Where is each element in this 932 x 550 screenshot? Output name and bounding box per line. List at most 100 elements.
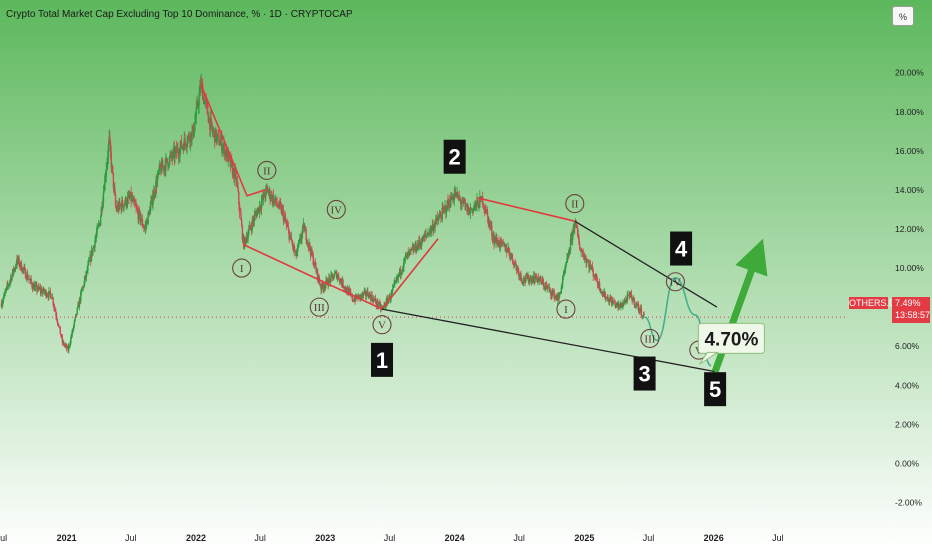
candle-body [102, 191, 105, 203]
candle-body [578, 237, 580, 245]
candle-body [104, 176, 106, 191]
candle-body [437, 220, 439, 221]
candle-body [172, 150, 174, 158]
x-tick-label: 2022 [186, 533, 206, 543]
candle-body [245, 237, 248, 242]
candle-body [257, 207, 260, 213]
candle-body [7, 284, 9, 286]
candle-body [185, 146, 188, 147]
candle-body [509, 256, 511, 258]
candle-body [522, 282, 524, 284]
candle-body [107, 144, 110, 157]
candle-body [3, 293, 5, 298]
candle-body [379, 303, 382, 309]
candle-body [159, 164, 161, 168]
candle-body [2, 297, 5, 301]
candle-body [554, 296, 557, 297]
candle-body [433, 226, 435, 232]
candle-body [631, 298, 633, 302]
candle-body [401, 271, 403, 273]
candle-body [19, 262, 22, 266]
candle-body [27, 279, 30, 281]
candle-body [119, 201, 121, 206]
candle-body [157, 171, 159, 178]
candle-body [466, 204, 468, 212]
candle-body [195, 106, 198, 118]
bar-countdown: 13:58:57 [895, 310, 931, 320]
candle-body [100, 207, 103, 217]
candle-body [556, 298, 558, 301]
candle-body [335, 271, 338, 279]
candle-body [131, 197, 133, 201]
candle-body [406, 252, 409, 258]
candle-body [418, 240, 420, 247]
candle-body [512, 260, 514, 263]
candle-body [4, 290, 7, 293]
candle-body [219, 144, 221, 146]
candle-body [156, 177, 159, 187]
candle-body [537, 277, 540, 282]
candle-body [47, 295, 49, 298]
candle-body [619, 306, 621, 308]
candle-body [337, 275, 339, 277]
candle-body [518, 275, 521, 277]
candle-body [540, 280, 543, 285]
percent-scale-button[interactable]: % [892, 6, 914, 26]
candle-body [425, 233, 427, 235]
candle-body [535, 273, 538, 278]
candle-body [168, 157, 171, 166]
candle-body [206, 101, 208, 105]
candle-body [276, 203, 278, 206]
candle-body [41, 289, 43, 294]
candle-body [209, 118, 212, 130]
candle-body [16, 257, 18, 266]
candle-body [182, 146, 184, 148]
candle-body [637, 304, 639, 306]
candle-body [44, 290, 47, 293]
candle-body [115, 205, 117, 209]
candle-body [416, 244, 419, 251]
candle-body [459, 198, 461, 200]
candle-body [544, 286, 546, 289]
candle-body [166, 158, 168, 163]
candle-body [173, 148, 176, 158]
candle-body [300, 238, 302, 241]
candle-body [187, 134, 190, 138]
candle-body [352, 300, 355, 302]
candle-body [238, 191, 240, 205]
candle-body [207, 115, 210, 123]
candle-body [491, 235, 494, 239]
candle-body [579, 249, 582, 252]
candle-body [186, 143, 188, 147]
candle-body [368, 293, 370, 299]
candle-body [364, 291, 366, 292]
candle-body [560, 287, 563, 294]
candle-body [594, 277, 597, 280]
candle-body [61, 336, 64, 343]
candle-body [596, 280, 599, 284]
candle-body [499, 239, 502, 247]
candle-body [213, 130, 215, 132]
candle-body [472, 207, 475, 213]
candle-body [199, 85, 201, 94]
candle-body [228, 156, 231, 158]
candle-body [125, 197, 127, 206]
candle-body [637, 304, 640, 312]
candle-body [471, 208, 473, 210]
candle-body [423, 235, 425, 242]
candle-body [73, 320, 76, 326]
candle-body [90, 250, 93, 261]
candle-body [586, 260, 589, 262]
candle-body [624, 299, 626, 302]
candle-body [574, 221, 577, 226]
candle-body [642, 314, 645, 316]
y-tick-label: 4.00% [895, 380, 920, 390]
candle-body [527, 274, 529, 279]
candle-body [569, 238, 572, 251]
candle-body [467, 206, 469, 212]
candle-body [540, 277, 542, 281]
candle-body [604, 292, 606, 299]
candle-body [530, 278, 532, 279]
candle-body [211, 129, 214, 133]
